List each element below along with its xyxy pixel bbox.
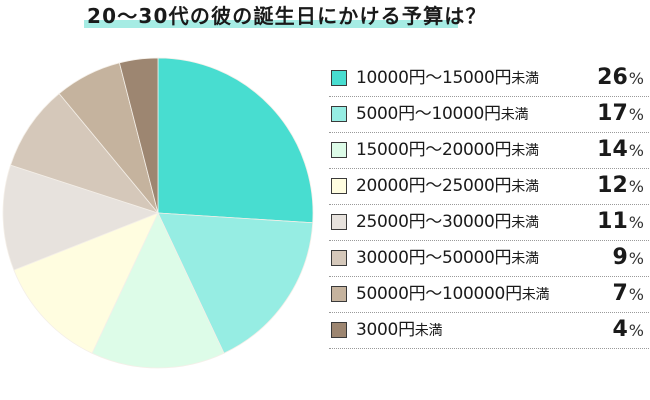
legend-percent: 11%: [597, 209, 644, 234]
legend-swatch: [331, 70, 347, 86]
legend-label: 30000円～50000円未満: [356, 248, 539, 268]
legend-swatch: [331, 250, 347, 266]
legend-item: 3000円未満 4%: [329, 313, 649, 349]
legend-percent: 12%: [597, 173, 644, 198]
legend-item: 10000円～15000円未満 26%: [329, 61, 649, 97]
title-highlight: [84, 20, 458, 28]
legend-percent: 4%: [612, 317, 644, 342]
pie-slice: [2, 164, 160, 271]
legend-label: 3000円未満: [356, 320, 443, 340]
legend-percent: 14%: [597, 137, 644, 162]
legend-swatch: [331, 142, 347, 158]
legend-label: 10000円～15000円未満: [356, 68, 539, 88]
legend-label: 25000円～30000円未満: [356, 212, 539, 232]
legend-percent: 26%: [597, 65, 644, 90]
legend-swatch: [331, 322, 347, 338]
legend-item: 20000円～25000円未満 12%: [329, 169, 649, 205]
legend-item: 5000円～10000円未満 17%: [329, 97, 649, 133]
chart-title: 20～30代の彼の誕生日にかける予算は？: [87, 4, 487, 28]
legend-swatch: [331, 106, 347, 122]
legend-label: 15000円～20000円未満: [356, 140, 539, 160]
pie-slice: [91, 212, 225, 369]
pie-slices: [2, 57, 314, 369]
legend-item: 25000円～30000円未満 11%: [329, 205, 649, 241]
legend-percent: 9%: [612, 245, 644, 270]
legend-swatch: [331, 286, 347, 302]
legend-percent: 17%: [597, 101, 644, 126]
pie-slice: [157, 57, 314, 224]
legend-item: 50000円～100000円未満 7%: [329, 277, 649, 313]
legend-item: 15000円～20000円未満 14%: [329, 133, 649, 169]
legend-swatch: [331, 214, 347, 230]
chart-title-block: 20～30代の彼の誕生日にかける予算は？: [84, 2, 485, 32]
legend-label: 20000円～25000円未満: [356, 176, 539, 196]
pie-chart: [2, 57, 314, 369]
pie-slice: [13, 212, 159, 354]
pie-slice: [10, 93, 160, 214]
pie-slice: [118, 57, 159, 214]
legend-label: 5000円～10000円未満: [356, 104, 529, 124]
legend-percent: 7%: [612, 281, 644, 306]
pie-slice: [157, 212, 314, 354]
legend-item: 30000円～50000円未満 9%: [329, 241, 649, 277]
legend: 10000円～15000円未満 26% 5000円～10000円未満 17% 1…: [329, 61, 649, 349]
legend-swatch: [331, 178, 347, 194]
legend-label: 50000円～100000円未満: [356, 284, 550, 304]
